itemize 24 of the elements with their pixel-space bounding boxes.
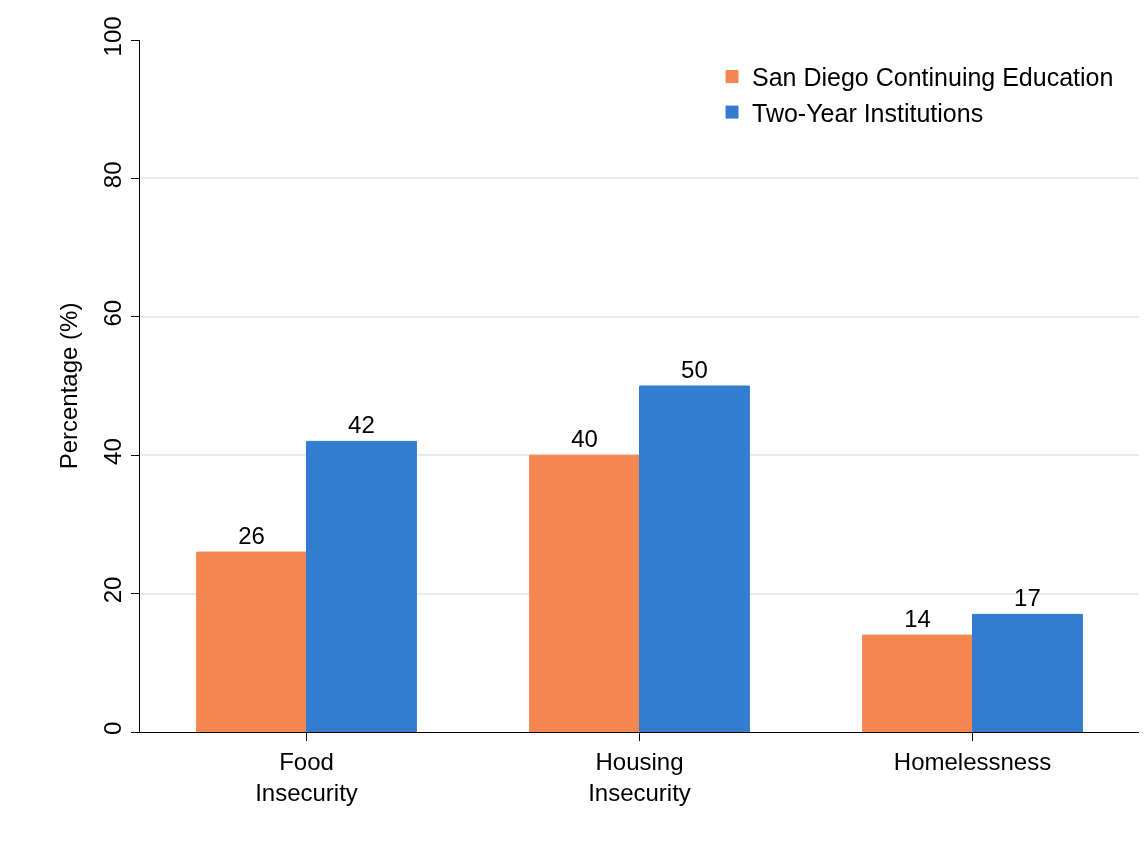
- y-axis-title: Percentage (%): [54, 302, 82, 470]
- y-tick-label: 80: [99, 161, 127, 189]
- bar: [639, 385, 750, 732]
- legend-label: San Diego Continuing Education: [752, 63, 1114, 92]
- bar: [972, 613, 1083, 732]
- x-tick-label: Food Insecurity: [255, 747, 358, 806]
- data-label: 17: [1014, 584, 1041, 612]
- data-label: 40: [571, 425, 598, 453]
- x-tick-label: Housing Insecurity: [588, 747, 691, 806]
- legend-label: Two-Year Institutions: [752, 98, 984, 127]
- bar: [306, 440, 417, 732]
- x-tick-label: Homelessness: [893, 747, 1052, 775]
- y-tick-label: 20: [99, 576, 127, 604]
- y-tick-label: 100: [99, 16, 127, 57]
- data-label: 14: [904, 605, 931, 633]
- bar: [196, 551, 307, 732]
- data-label: 50: [681, 356, 708, 383]
- y-tick-label: 60: [99, 299, 127, 327]
- y-tick-label: 40: [99, 438, 127, 465]
- data-label: 42: [348, 411, 375, 439]
- y-tick-label: 0: [99, 721, 127, 736]
- data-label: 26: [238, 522, 265, 550]
- bar: [529, 454, 640, 732]
- bar: [862, 634, 973, 732]
